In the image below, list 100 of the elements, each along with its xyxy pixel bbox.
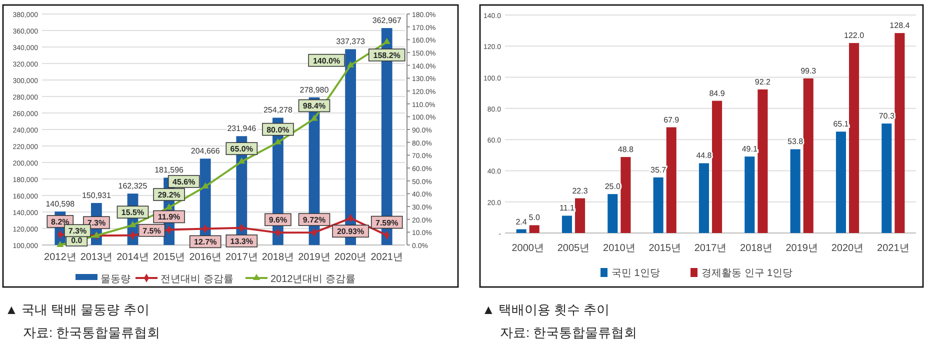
x-tick-label: 2015년 xyxy=(152,252,186,263)
data-label: 0.0 xyxy=(71,236,83,245)
x-tick-label: 2012년 xyxy=(44,252,76,263)
legend-label: 전년대비 증감률 xyxy=(160,274,234,285)
data-label: 98.4% xyxy=(302,102,326,111)
data-label: 11.9% xyxy=(158,212,180,222)
bar xyxy=(666,127,676,233)
bar xyxy=(516,229,526,233)
point xyxy=(310,114,318,121)
bar xyxy=(608,194,618,233)
data-label: 278,980 xyxy=(300,85,330,94)
x-tick-label: 2020년 xyxy=(334,252,367,263)
x-tick-label: 2014년 xyxy=(116,252,149,263)
data-label: 15.5% xyxy=(121,208,144,218)
data-label: 7.3% xyxy=(68,226,87,236)
bar xyxy=(620,157,631,233)
point xyxy=(202,182,209,189)
data-label: 181,596 xyxy=(154,166,184,175)
data-label: 20.93% xyxy=(336,227,364,236)
bar xyxy=(744,156,755,233)
point xyxy=(129,220,136,228)
data-label: 35.7 xyxy=(650,165,667,174)
data-label: 92.2 xyxy=(754,77,772,86)
x-tick-label: 2000년 xyxy=(512,243,544,254)
point xyxy=(383,38,390,44)
data-label: 25.0 xyxy=(604,182,621,192)
data-label: 49.1 xyxy=(742,144,758,154)
bar xyxy=(562,216,572,233)
data-label: 7.3% xyxy=(87,218,106,228)
bar xyxy=(758,89,768,233)
data-label: 99.3 xyxy=(800,66,817,76)
data-label: 204,666 xyxy=(190,146,220,156)
data-label: 7.59% xyxy=(376,218,398,228)
point xyxy=(346,61,354,68)
data-label: 5.0 xyxy=(528,213,540,222)
data-label: 67.9 xyxy=(664,115,680,124)
data-label: 12.7% xyxy=(194,238,217,247)
data-label: 162,325 xyxy=(118,182,148,191)
data-label: 158.2% xyxy=(373,50,400,60)
bar xyxy=(803,78,814,233)
data-label: 8.2% xyxy=(51,217,70,226)
point xyxy=(238,157,246,164)
data-label: 9.72% xyxy=(302,216,326,225)
data-label: 122.0 xyxy=(844,31,865,40)
x-tick-label: 2021년 xyxy=(877,243,910,254)
legend-label: 경제활동 인구 1인당 xyxy=(702,268,793,279)
data-label: 44.8 xyxy=(696,151,712,160)
x-tick-label: 2017년 xyxy=(226,252,258,263)
bar xyxy=(836,132,846,233)
legend-label: 물동량 xyxy=(100,274,130,285)
data-label: 45.6% xyxy=(172,177,196,186)
x-tick-label: 2019년 xyxy=(298,252,330,263)
x-tick-label: 2021년 xyxy=(370,252,403,263)
data-label: 80.0% xyxy=(266,125,290,134)
bar xyxy=(529,225,540,233)
data-label: 22.3 xyxy=(572,186,588,196)
data-label: 337,373 xyxy=(336,37,366,46)
x-tick-label: 2020년 xyxy=(831,243,864,254)
data-label: 231,946 xyxy=(227,124,257,134)
data-label: 13.3% xyxy=(230,236,253,246)
bar xyxy=(790,149,800,233)
bar xyxy=(712,100,722,233)
data-label: 84.9 xyxy=(709,88,726,98)
point xyxy=(56,240,64,248)
data-label: 48.8 xyxy=(618,145,634,154)
legend-label: 2012년대비 증감률 xyxy=(270,274,356,285)
x-tick-label: 2016년 xyxy=(189,252,222,263)
data-label: 9.6% xyxy=(268,216,288,225)
data-label: 140,598 xyxy=(46,200,76,209)
bar xyxy=(698,163,709,233)
bar xyxy=(882,124,892,233)
x-tick-label: 2005년 xyxy=(557,243,590,254)
data-label: 70.3 xyxy=(878,112,895,121)
data-label: 29.2% xyxy=(158,190,180,200)
bar xyxy=(894,33,905,233)
x-tick-label: 2010년 xyxy=(603,243,636,254)
data-label: 140.0% xyxy=(312,56,340,66)
data-label: 11.1 xyxy=(559,204,576,213)
x-tick-label: 2019년 xyxy=(786,243,818,254)
data-label: 53.8 xyxy=(788,137,804,146)
point xyxy=(274,138,282,144)
x-tick-label: 2013년 xyxy=(80,252,113,263)
bar xyxy=(575,198,586,233)
bar xyxy=(653,177,664,233)
x-tick-label: 2015년 xyxy=(648,243,681,254)
legend-label: 국민 1인당 xyxy=(612,268,660,279)
text: ▲ 국내 택배 물동량 추이 xyxy=(5,302,150,317)
data-label: 150,931 xyxy=(82,190,112,200)
bar xyxy=(849,43,860,233)
data-label: 2.4 xyxy=(516,217,528,226)
x-tick-label: 2018년 xyxy=(262,252,294,263)
x-tick-label: 2017년 xyxy=(694,243,727,254)
data-label: 65.0% xyxy=(230,144,253,154)
text: 자료: 한국통합물류협회 xyxy=(23,325,160,340)
data-label: 65.1 xyxy=(833,120,850,129)
text: ▲ 택배이용 횟수 추이 xyxy=(482,302,610,317)
data-label: 7.5% xyxy=(142,226,161,236)
data-label: 128.4 xyxy=(890,21,910,30)
text: 자료: 한국통합물류협회 xyxy=(500,325,638,340)
data-label: 362,967 xyxy=(372,16,402,26)
